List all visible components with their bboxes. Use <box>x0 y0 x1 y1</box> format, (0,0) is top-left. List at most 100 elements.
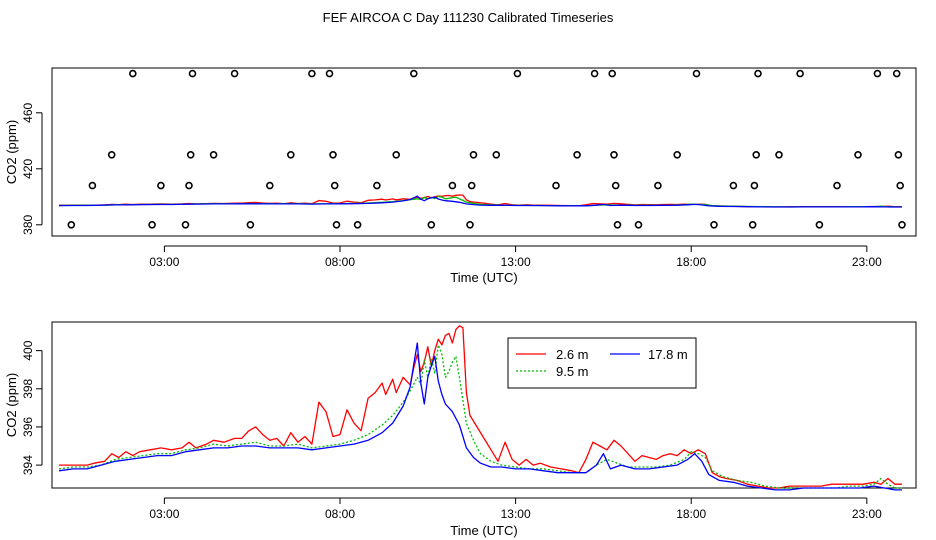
calibration-point <box>448 181 457 190</box>
legend-label-2-6m: 2.6 m <box>556 347 589 362</box>
calibration-point <box>754 69 762 78</box>
top-x-tick-label: 23:00 <box>852 255 882 269</box>
calibration-point <box>854 151 862 159</box>
calibration-point <box>265 181 274 190</box>
calibration-point <box>157 181 165 190</box>
calibration-point <box>469 151 478 159</box>
top-x-axis-label: Time (UTC) <box>450 270 517 285</box>
calibration-point <box>710 221 718 229</box>
top-x-tick-label: 03:00 <box>149 255 179 269</box>
calibration-point <box>88 181 97 190</box>
bottom-y-axis-label: CO2 (ppm) <box>4 373 19 437</box>
bottom-y-axis: 394 396 398 400 <box>21 340 43 475</box>
legend-label-17-8m: 17.8 m <box>648 347 688 362</box>
top-y-axis: 380 420 460 <box>21 102 43 235</box>
calibration-point <box>185 181 193 190</box>
top-plot-frame <box>51 67 917 237</box>
calibration-point <box>748 221 757 229</box>
calibration-point <box>898 221 906 229</box>
calibration-point <box>286 151 295 159</box>
bottom-x-tick-label: 13:00 <box>501 507 531 521</box>
bottom-x-tick-label: 08:00 <box>325 507 355 521</box>
bottom-x-tick-label: 23:00 <box>852 507 882 521</box>
top-panel: 03:00 08:00 13:00 18:00 23:00 380 420 460 Time… <box>4 67 917 285</box>
calibration-point <box>815 221 824 229</box>
top-x-tick-label: 08:00 <box>325 255 355 269</box>
calibration-point <box>325 69 334 78</box>
calibration-point <box>181 221 190 229</box>
calibration-point <box>467 181 476 190</box>
top-x-tick-label: 18:00 <box>676 255 706 269</box>
calibration-point <box>873 69 882 78</box>
calibration-point <box>392 151 401 159</box>
chart-title: FEF AIRCOA C Day 111230 Calibrated Times… <box>323 10 614 25</box>
legend-box <box>507 337 697 389</box>
calibration-point <box>796 69 804 78</box>
top-y-tick-label: 420 <box>21 158 35 178</box>
series-line-2-6-m <box>59 325 902 489</box>
top-series-lines <box>58 194 902 208</box>
calibration-point <box>329 151 337 159</box>
calibration-point <box>332 221 341 229</box>
calibration-point <box>673 151 682 159</box>
top-y-tick-label: 380 <box>21 214 35 234</box>
bottom-panel: 03:00 08:00 13:00 18:00 23:00 394 396 398 400 T… <box>4 321 917 538</box>
bottom-y-tick-label: 394 <box>21 455 35 475</box>
calibration-point <box>492 151 501 159</box>
calibration-point <box>373 181 381 190</box>
bottom-y-tick-label: 400 <box>21 340 35 360</box>
calibration-point <box>833 181 841 190</box>
bottom-x-axis: 03:00 08:00 13:00 18:00 23:00 <box>149 497 882 521</box>
bottom-y-tick-label: 398 <box>21 378 35 398</box>
calibration-point <box>654 181 662 190</box>
series-line-9-5-m <box>58 344 902 489</box>
calibration-point <box>729 181 738 190</box>
top-x-tick-label: 13:00 <box>501 255 531 269</box>
calibration-point <box>552 181 560 190</box>
calibration-point <box>896 181 905 190</box>
legend-label-9-5m: 9.5 m <box>556 364 589 379</box>
top-series-line-17-8-m <box>58 195 902 208</box>
legend: 2.6 m 9.5 m 17.8 m <box>507 337 697 389</box>
calibration-point <box>246 221 255 229</box>
calibration-point <box>894 151 903 159</box>
top-y-tick-label: 460 <box>21 102 35 122</box>
calibration-point <box>692 69 701 78</box>
bottom-x-tick-label: 03:00 <box>149 507 179 521</box>
bottom-series-lines <box>58 325 902 491</box>
calibration-point <box>573 151 581 159</box>
calibration-point <box>466 221 474 229</box>
bottom-plot-frame <box>51 321 917 489</box>
calibration-point <box>129 69 137 78</box>
calibration-point <box>330 181 339 190</box>
calibration-point <box>634 221 643 229</box>
calibration-point <box>775 151 783 159</box>
calibration-point <box>230 69 239 78</box>
bottom-y-tick-label: 396 <box>21 417 35 437</box>
calibration-point <box>892 69 901 78</box>
calibration-point <box>613 221 622 229</box>
bottom-x-axis-label: Time (UTC) <box>450 523 517 538</box>
calibration-point <box>209 151 218 159</box>
calibration-point <box>610 151 618 159</box>
calibration-point <box>308 69 316 78</box>
calibration-point <box>611 181 620 190</box>
calibration-point <box>750 181 759 190</box>
calibration-point <box>409 69 418 78</box>
calibration-point <box>427 221 436 229</box>
calibration-point <box>608 69 617 78</box>
calibration-point <box>186 151 195 159</box>
bottom-x-tick-label: 18:00 <box>676 507 706 521</box>
calibration-point <box>752 151 761 159</box>
calibration-point <box>107 151 116 159</box>
calibration-point <box>513 69 522 78</box>
top-x-axis: 03:00 08:00 13:00 18:00 23:00 <box>149 245 882 269</box>
calibration-point <box>148 221 156 229</box>
top-y-axis-label: CO2 (ppm) <box>4 120 19 184</box>
calibration-point <box>353 221 362 229</box>
series-line-17-8-m <box>58 342 902 491</box>
calibration-point <box>590 69 599 78</box>
top-calibration-points <box>67 69 906 229</box>
calibration-point <box>188 69 197 78</box>
